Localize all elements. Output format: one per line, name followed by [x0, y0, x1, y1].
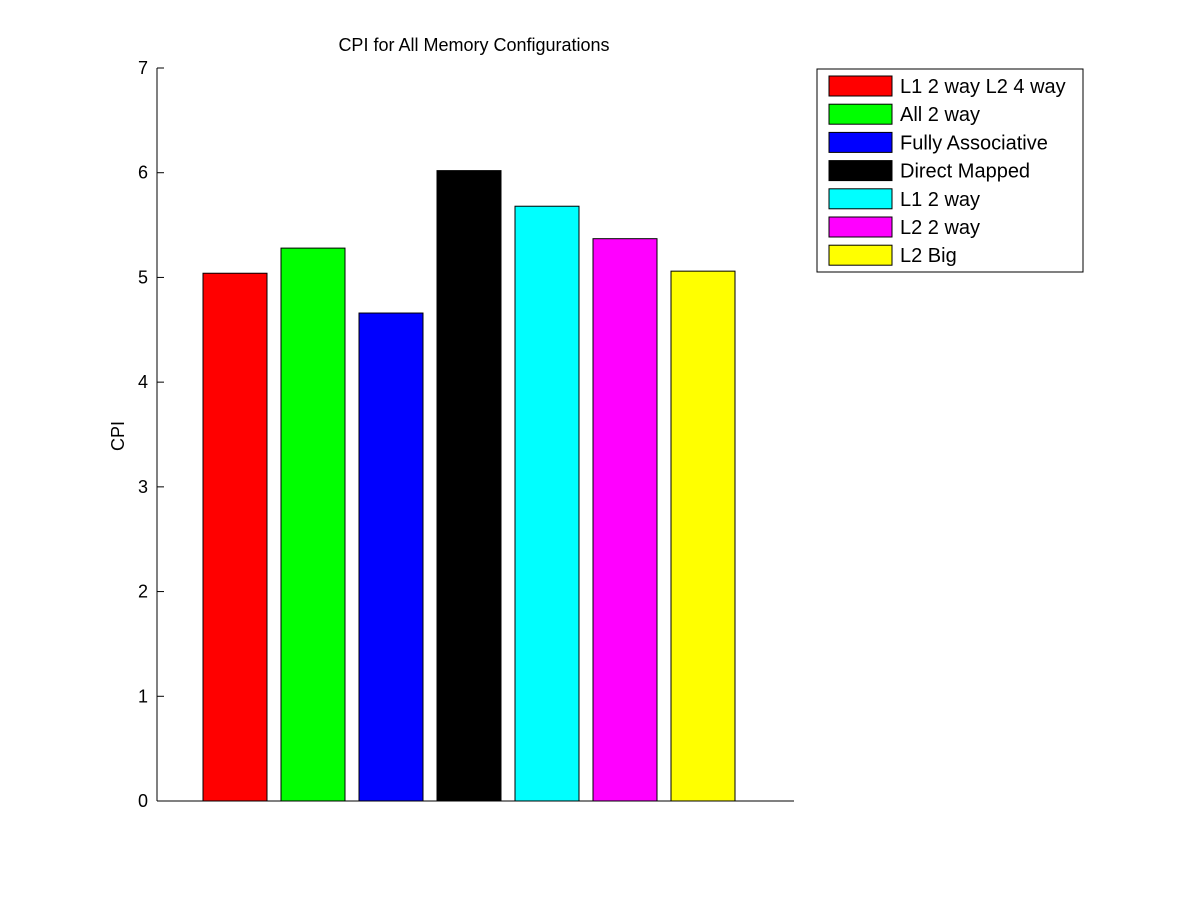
y-ticks: 0 1 2 3 4 5 6 7 — [138, 58, 164, 811]
bar — [592, 238, 658, 802]
legend-label: Direct Mapped — [900, 161, 1030, 183]
legend-box — [816, 68, 1084, 273]
legend: L1 2 way L2 4 way All 2 way Fully Associat… — [816, 68, 1084, 273]
bars — [202, 170, 736, 802]
bar — [358, 312, 424, 802]
legend-label: L1 2 way — [900, 189, 980, 211]
legend-entry: Fully Associative — [828, 131, 1048, 154]
legend-entry: All 2 way — [828, 103, 980, 126]
y-axis-label: CPI — [108, 421, 128, 451]
y-tick-label: 3 — [138, 477, 148, 497]
legend-entry: L2 Big — [828, 244, 957, 267]
bar — [436, 170, 502, 802]
legend-swatch — [828, 244, 893, 266]
bar — [670, 270, 736, 802]
y-tick-label: 7 — [138, 58, 148, 78]
legend-label: L2 Big — [900, 245, 957, 267]
y-tick-label: 6 — [138, 163, 148, 183]
legend-label: L2 2 way — [900, 217, 980, 239]
y-tick-label: 2 — [138, 582, 148, 602]
legend-swatch — [828, 216, 893, 238]
legend-label: L1 2 way L2 4 way — [900, 76, 1066, 98]
legend-swatch — [828, 131, 893, 153]
bar — [514, 205, 580, 802]
legend-entry: L1 2 way — [828, 188, 980, 211]
legend-swatch — [828, 188, 893, 210]
legend-entry: Direct Mapped — [828, 160, 1030, 183]
y-tick-label: 0 — [138, 791, 148, 811]
y-tick-label: 4 — [138, 372, 148, 392]
legend-entry: L2 2 way — [828, 216, 980, 239]
bar — [280, 247, 346, 802]
legend-swatch — [828, 160, 893, 182]
legend-swatch — [828, 103, 893, 125]
legend-label: Fully Associative — [900, 132, 1048, 154]
y-tick-label: 1 — [138, 686, 148, 706]
chart-title: CPI for All Memory Configurations — [338, 35, 609, 55]
y-tick-label: 5 — [138, 267, 148, 287]
legend-label: All 2 way — [900, 104, 980, 126]
bar — [202, 272, 268, 802]
legend-swatch — [828, 75, 893, 97]
legend-entry: L1 2 way L2 4 way — [828, 75, 1066, 98]
